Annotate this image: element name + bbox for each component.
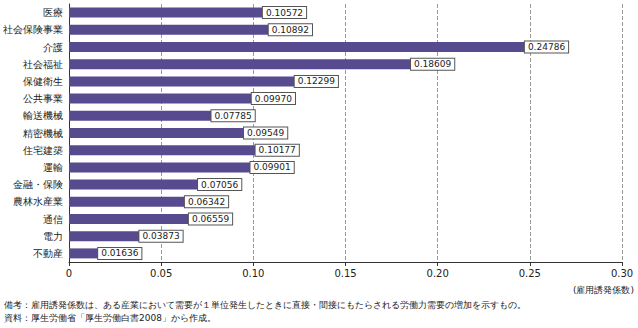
svg-text:資料：厚生労働省「厚生労働白書2008」から作成。: 資料：厚生労働省「厚生労働白書2008」から作成。 xyxy=(4,313,216,323)
svg-text:備考：雇用誘発係数は、ある産業において需要が１単位発生したと: 備考：雇用誘発係数は、ある産業において需要が１単位発生したときに直接・間接にもた… xyxy=(4,300,526,310)
svg-text:住宅建築: 住宅建築 xyxy=(23,145,63,156)
svg-text:0.06559: 0.06559 xyxy=(192,214,229,224)
svg-text:保健衛生: 保健衛生 xyxy=(23,76,63,87)
svg-text:0.03873: 0.03873 xyxy=(142,231,179,241)
svg-text:金融・保険: 金融・保険 xyxy=(13,179,63,190)
svg-text:0.15: 0.15 xyxy=(334,268,356,279)
svg-text:0.10572: 0.10572 xyxy=(266,8,303,18)
svg-text:0.18609: 0.18609 xyxy=(414,59,451,69)
svg-text:0.09901: 0.09901 xyxy=(254,162,291,172)
svg-text:通信: 通信 xyxy=(43,214,63,225)
svg-text:公共事業: 公共事業 xyxy=(23,93,63,104)
svg-text:農林水産業: 農林水産業 xyxy=(13,196,63,207)
svg-text:医療: 医療 xyxy=(43,7,63,18)
svg-text:介護: 介護 xyxy=(43,42,63,53)
svg-text:0.05: 0.05 xyxy=(150,268,172,279)
svg-text:0.09970: 0.09970 xyxy=(255,94,292,104)
svg-text:0.24786: 0.24786 xyxy=(528,42,565,52)
svg-text:輸送機械: 輸送機械 xyxy=(23,110,63,121)
svg-text:0.25: 0.25 xyxy=(519,268,541,279)
svg-text:不動産: 不動産 xyxy=(33,248,63,259)
svg-text:0.30: 0.30 xyxy=(611,268,633,279)
svg-text:(雇用誘発係数): (雇用誘発係数) xyxy=(573,285,634,295)
svg-text:運輸: 運輸 xyxy=(43,162,63,173)
svg-text:精密機械: 精密機械 xyxy=(23,128,63,139)
svg-text:電力: 電力 xyxy=(43,231,63,242)
svg-text:0.10892: 0.10892 xyxy=(272,25,309,35)
svg-text:0.20: 0.20 xyxy=(427,268,449,279)
svg-text:0.07785: 0.07785 xyxy=(215,111,252,121)
svg-text:0.10177: 0.10177 xyxy=(259,145,296,155)
svg-text:0.07056: 0.07056 xyxy=(201,180,238,190)
svg-text:0.01636: 0.01636 xyxy=(101,248,138,258)
svg-text:社会福祉: 社会福祉 xyxy=(23,59,63,70)
svg-text:0.09549: 0.09549 xyxy=(247,128,284,138)
svg-text:0.10: 0.10 xyxy=(242,268,264,279)
svg-text:0.06342: 0.06342 xyxy=(188,197,225,207)
svg-text:社会保険事業: 社会保険事業 xyxy=(3,24,63,35)
svg-text:0.12299: 0.12299 xyxy=(298,76,335,86)
svg-text:0: 0 xyxy=(66,268,72,279)
